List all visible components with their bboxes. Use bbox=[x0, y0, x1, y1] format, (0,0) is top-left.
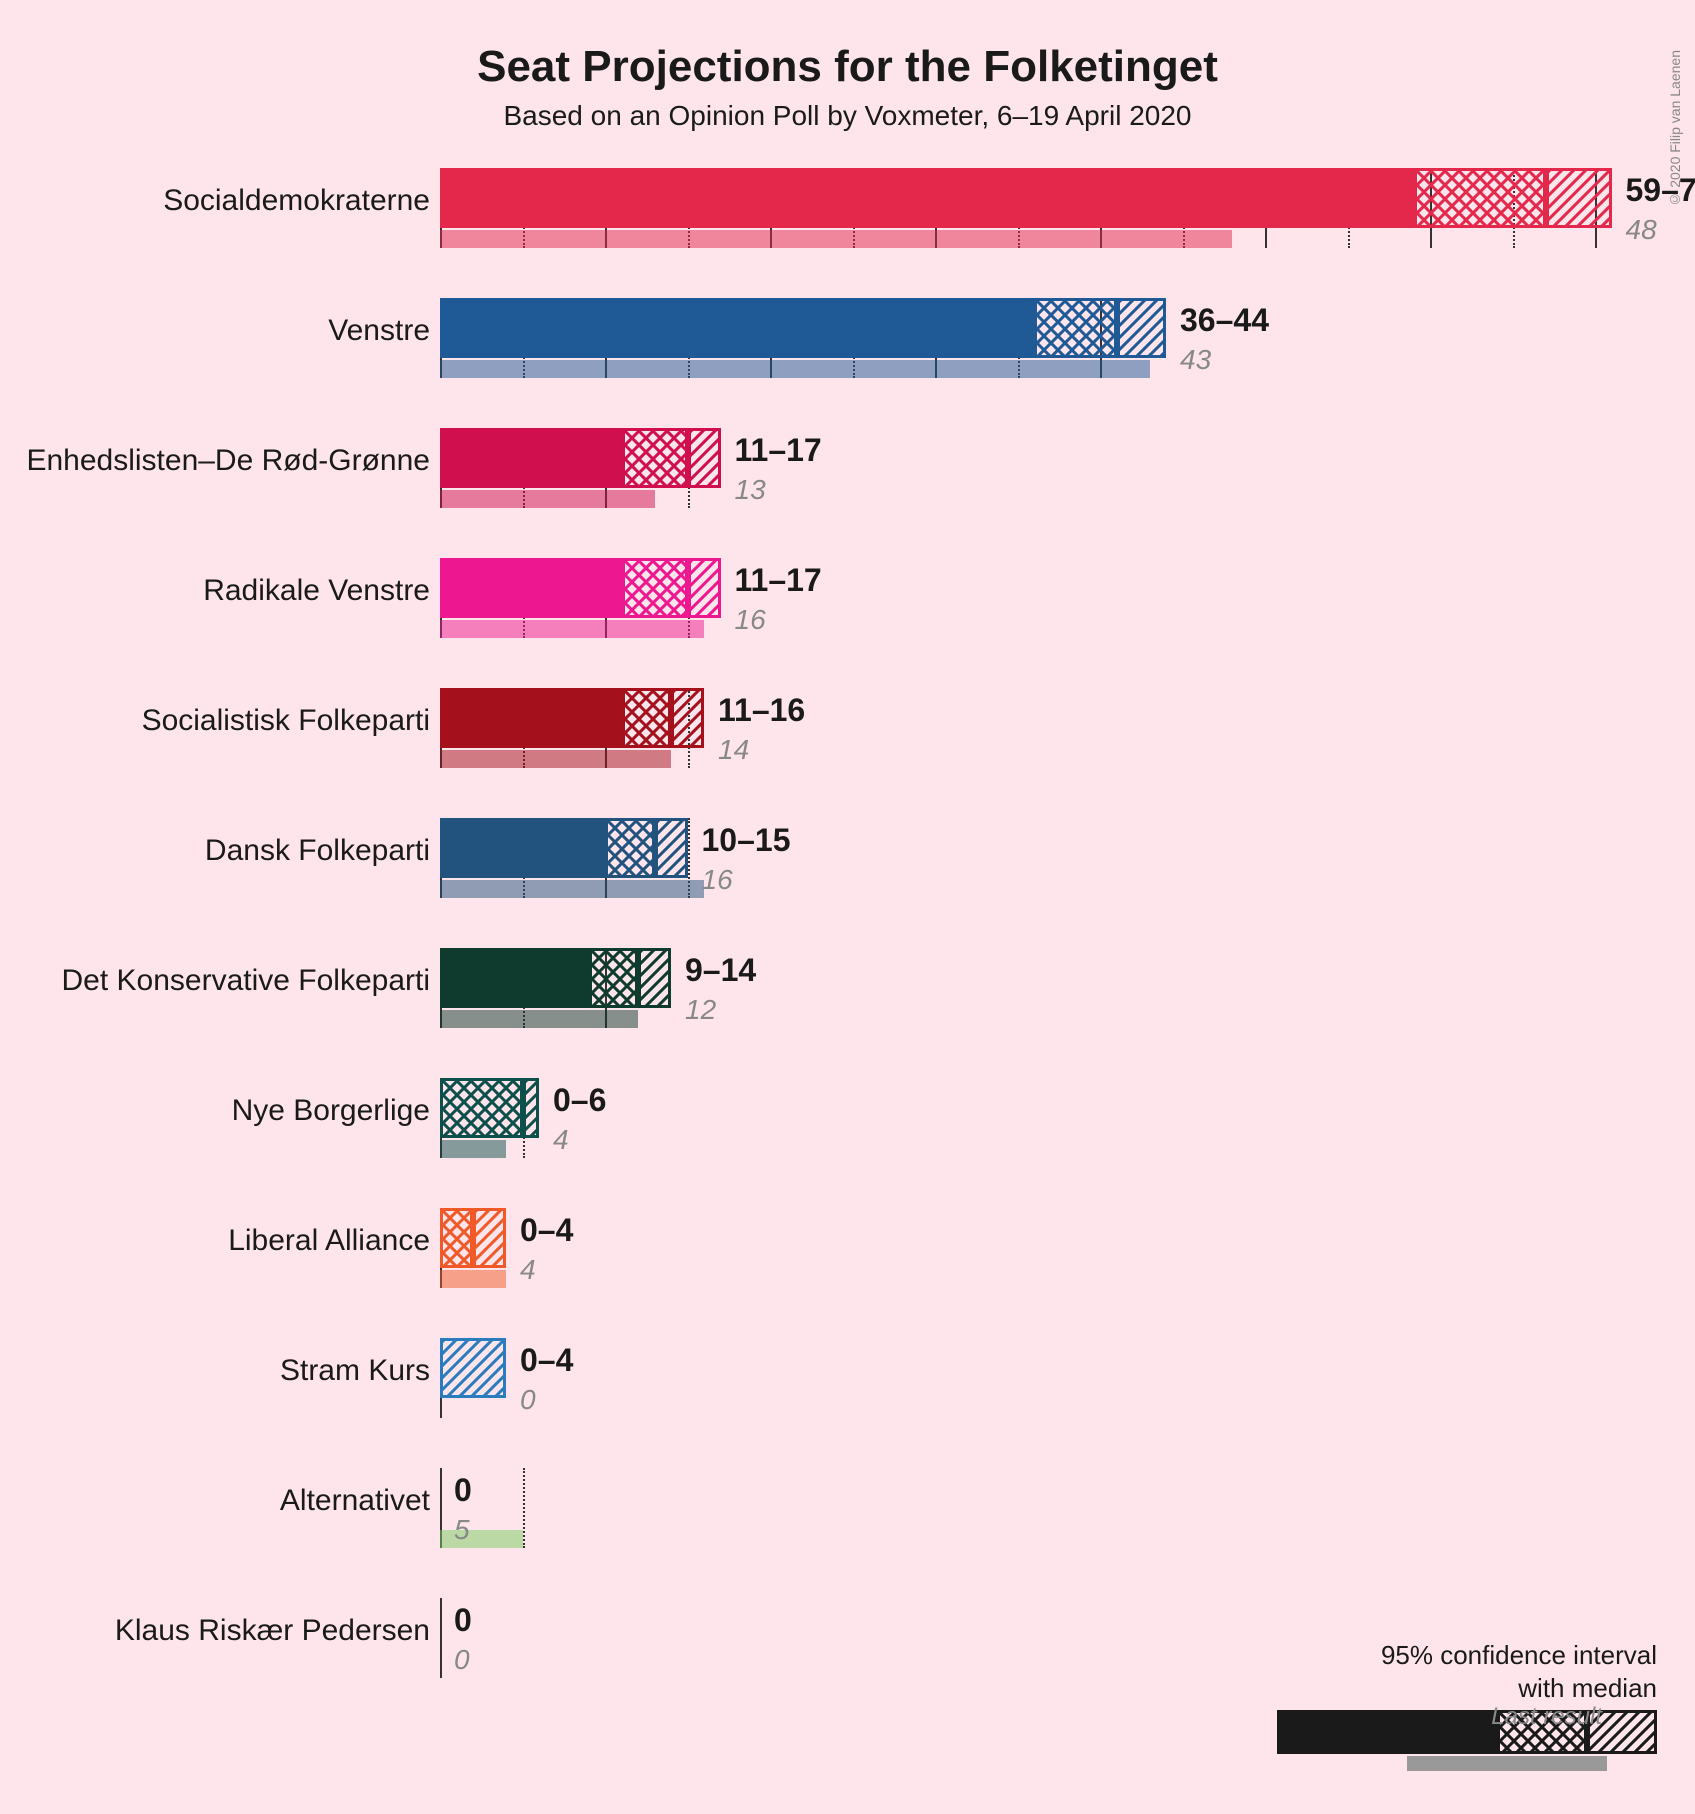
party-label: Venstre bbox=[328, 314, 430, 348]
value-range: 11–17 bbox=[735, 432, 822, 469]
bar-previous bbox=[440, 750, 671, 768]
bar-previous bbox=[440, 1010, 638, 1028]
bar-crosshatch bbox=[440, 1078, 523, 1138]
value-range: 59–71 bbox=[1626, 172, 1695, 209]
bar-crosshatch bbox=[1414, 168, 1546, 228]
bar-solid bbox=[440, 428, 622, 488]
value-range: 0 bbox=[454, 1472, 472, 1509]
party-label: Socialdemokraterne bbox=[163, 184, 430, 218]
party-row: Socialdemokraterne 59–71 48 bbox=[0, 160, 1695, 290]
party-label: Enhedslisten–De Rød-Grønne bbox=[26, 444, 430, 478]
bar-solid bbox=[440, 688, 622, 748]
bar-previous bbox=[440, 1270, 506, 1288]
party-label: Alternativet bbox=[280, 1484, 430, 1518]
bar-diagonal bbox=[1117, 298, 1167, 358]
value-range: 9–14 bbox=[685, 952, 756, 989]
bar-previous bbox=[440, 1140, 506, 1158]
bar-solid bbox=[440, 948, 589, 1008]
bar-previous bbox=[440, 880, 704, 898]
party-label: Stram Kurs bbox=[280, 1354, 430, 1388]
party-row: Dansk Folkeparti 10–15 16 bbox=[0, 810, 1695, 940]
party-row: Liberal Alliance 0–4 4 bbox=[0, 1200, 1695, 1330]
party-row: Radikale Venstre 11–17 16 bbox=[0, 550, 1695, 680]
bar-diagonal bbox=[671, 688, 704, 748]
bar-diagonal bbox=[1546, 168, 1612, 228]
party-row: Nye Borgerlige 0–6 4 bbox=[0, 1070, 1695, 1200]
bar-previous bbox=[440, 620, 704, 638]
bar-crosshatch bbox=[605, 818, 655, 878]
value-previous: 48 bbox=[1626, 214, 1657, 246]
bar-diagonal bbox=[523, 1078, 540, 1138]
party-label: Nye Borgerlige bbox=[232, 1094, 430, 1128]
value-range: 0 bbox=[454, 1602, 472, 1639]
party-row: Venstre 36–44 43 bbox=[0, 290, 1695, 420]
bar-crosshatch bbox=[440, 1208, 473, 1268]
value-previous: 12 bbox=[685, 994, 716, 1026]
value-previous: 4 bbox=[520, 1254, 536, 1286]
bar-solid bbox=[440, 818, 605, 878]
bar-crosshatch bbox=[589, 948, 639, 1008]
bar-diagonal bbox=[688, 428, 721, 488]
bar-diagonal bbox=[638, 948, 671, 1008]
party-row: Alternativet 0 5 bbox=[0, 1460, 1695, 1590]
bar-previous bbox=[440, 360, 1150, 378]
value-previous: 14 bbox=[718, 734, 749, 766]
value-previous: 4 bbox=[553, 1124, 569, 1156]
value-range: 36–44 bbox=[1180, 302, 1269, 339]
value-previous: 16 bbox=[702, 864, 733, 896]
bar-crosshatch bbox=[1034, 298, 1117, 358]
bar-previous bbox=[440, 1530, 523, 1548]
value-previous: 43 bbox=[1180, 344, 1211, 376]
legend: 95% confidence intervalwith median Last … bbox=[1277, 1639, 1657, 1754]
bar-crosshatch bbox=[622, 558, 688, 618]
bar-crosshatch bbox=[622, 428, 688, 488]
bar-crosshatch bbox=[622, 688, 672, 748]
value-previous: 0 bbox=[520, 1384, 536, 1416]
party-row: Enhedslisten–De Rød-Grønne 11–17 13 bbox=[0, 420, 1695, 550]
bar-previous bbox=[440, 490, 655, 508]
value-range: 0–4 bbox=[520, 1342, 573, 1379]
bar-solid bbox=[440, 298, 1034, 358]
party-row: Stram Kurs 0–4 0 bbox=[0, 1330, 1695, 1460]
bar-diagonal bbox=[440, 1338, 506, 1398]
chart-area: Socialdemokraterne 59–71 48 Venstre 36–44 43 E… bbox=[0, 160, 1695, 1720]
bar-solid bbox=[440, 558, 622, 618]
legend-title: 95% confidence intervalwith median bbox=[1277, 1639, 1657, 1704]
party-label: Liberal Alliance bbox=[228, 1224, 430, 1258]
party-label: Klaus Riskær Pedersen bbox=[115, 1614, 430, 1648]
value-previous: 16 bbox=[735, 604, 766, 636]
party-row: Det Konservative Folkeparti 9–14 12 bbox=[0, 940, 1695, 1070]
bar-diagonal bbox=[655, 818, 688, 878]
value-range: 11–16 bbox=[718, 692, 805, 729]
party-row: Socialistisk Folkeparti 11–16 14 bbox=[0, 680, 1695, 810]
legend-last-result-label: Last result bbox=[1491, 1703, 1602, 1731]
value-range: 0–6 bbox=[553, 1082, 606, 1119]
party-label: Dansk Folkeparti bbox=[205, 834, 430, 868]
bar-previous bbox=[440, 230, 1232, 248]
value-previous: 0 bbox=[454, 1644, 470, 1676]
party-label: Det Konservative Folkeparti bbox=[62, 964, 431, 998]
value-range: 0–4 bbox=[520, 1212, 573, 1249]
chart-subtitle: Based on an Opinion Poll by Voxmeter, 6–… bbox=[0, 100, 1695, 132]
chart-title: Seat Projections for the Folketinget bbox=[0, 0, 1695, 92]
value-previous: 5 bbox=[454, 1514, 470, 1546]
bar-diagonal bbox=[688, 558, 721, 618]
party-label: Radikale Venstre bbox=[203, 574, 430, 608]
value-previous: 13 bbox=[735, 474, 766, 506]
value-range: 11–17 bbox=[735, 562, 822, 599]
value-range: 10–15 bbox=[702, 822, 791, 859]
bar-diagonal bbox=[473, 1208, 506, 1268]
bar-solid bbox=[440, 168, 1414, 228]
party-label: Socialistisk Folkeparti bbox=[142, 704, 430, 738]
